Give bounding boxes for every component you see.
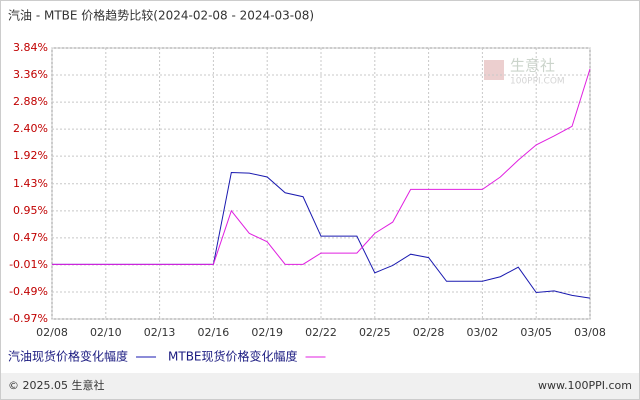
legend-label: 汽油现货价格变化幅度 xyxy=(8,349,128,364)
y-tick-label: 2.88% xyxy=(13,95,48,108)
x-tick-label: 02/19 xyxy=(251,326,283,339)
x-tick-label: 02/08 xyxy=(36,326,68,339)
y-tick-label: 0.95% xyxy=(13,204,48,217)
y-tick-label: 1.92% xyxy=(13,149,48,162)
x-tick-label: 02/28 xyxy=(413,326,445,339)
y-tick-label: 3.36% xyxy=(13,68,48,81)
y-tick-label: 0.47% xyxy=(13,231,48,244)
y-tick-label: 1.43% xyxy=(13,177,48,190)
y-tick-label: 3.84% xyxy=(13,41,48,54)
x-tick-label: 02/25 xyxy=(359,326,391,339)
watermark-sub: 100PPI.COM xyxy=(510,77,565,87)
x-tick-label: 02/16 xyxy=(198,326,230,339)
series-line xyxy=(52,68,591,265)
footer-band xyxy=(1,373,639,399)
x-tick-label: 03/05 xyxy=(520,326,552,339)
watermark-icon xyxy=(484,60,504,80)
x-tick-label: 02/10 xyxy=(90,326,122,339)
y-tick-label: -0.49% xyxy=(9,285,48,298)
x-tick-label: 02/22 xyxy=(305,326,337,339)
x-tick-label: 03/02 xyxy=(467,326,499,339)
x-tick-label: 03/08 xyxy=(574,326,606,339)
legend-label: MTBE现货价格变化幅度 xyxy=(168,349,298,364)
y-tick-label: -0.01% xyxy=(9,258,48,271)
y-tick-label: -0.97% xyxy=(9,312,48,325)
footer-right: www.100PPI.com xyxy=(538,379,632,392)
footer-left: © 2025.05 生意社 xyxy=(8,378,104,392)
x-tick-label: 02/13 xyxy=(144,326,176,339)
y-tick-label: 2.40% xyxy=(13,122,48,135)
watermark-text: 生意社 xyxy=(510,57,555,75)
chart-title: 汽油 - MTBE 价格趋势比较(2024-02-08 - 2024-03-08… xyxy=(8,8,314,23)
